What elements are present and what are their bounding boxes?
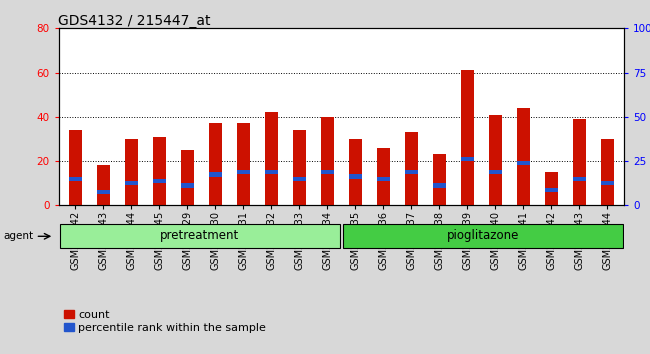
Bar (489, 170, 502, 175)
Bar (97, 166, 110, 205)
Bar (405, 170, 417, 175)
Bar (125, 181, 138, 185)
Bar (181, 150, 194, 205)
FancyBboxPatch shape (60, 224, 340, 248)
Bar (265, 170, 278, 175)
Bar (601, 139, 614, 205)
Text: pioglitazone: pioglitazone (447, 229, 519, 242)
Bar (153, 179, 166, 183)
Bar (573, 177, 586, 181)
Bar (517, 108, 530, 205)
Bar (153, 137, 166, 205)
Bar (489, 115, 502, 205)
Text: agent: agent (3, 231, 33, 241)
Bar (321, 117, 333, 205)
Bar (461, 70, 474, 205)
Bar (349, 175, 361, 179)
Bar (293, 177, 306, 181)
Bar (405, 132, 417, 205)
Legend: count, percentile rank within the sample: count, percentile rank within the sample (64, 310, 266, 333)
Bar (209, 124, 222, 205)
FancyBboxPatch shape (343, 224, 623, 248)
Bar (433, 154, 445, 205)
Bar (349, 139, 361, 205)
Bar (321, 170, 333, 175)
Bar (573, 119, 586, 205)
Bar (545, 188, 558, 192)
Bar (209, 172, 222, 177)
Bar (237, 124, 250, 205)
Bar (601, 181, 614, 185)
Bar (293, 130, 306, 205)
Bar (265, 113, 278, 205)
Bar (125, 139, 138, 205)
Bar (517, 161, 530, 166)
Text: pretreatment: pretreatment (161, 229, 239, 242)
Bar (461, 156, 474, 161)
Bar (69, 177, 82, 181)
Bar (545, 172, 558, 205)
Bar (237, 170, 250, 175)
Bar (433, 183, 445, 188)
Bar (97, 190, 110, 194)
Bar (181, 183, 194, 188)
Text: GDS4132 / 215447_at: GDS4132 / 215447_at (58, 14, 211, 28)
Bar (377, 177, 389, 181)
Bar (69, 130, 82, 205)
Bar (377, 148, 389, 205)
